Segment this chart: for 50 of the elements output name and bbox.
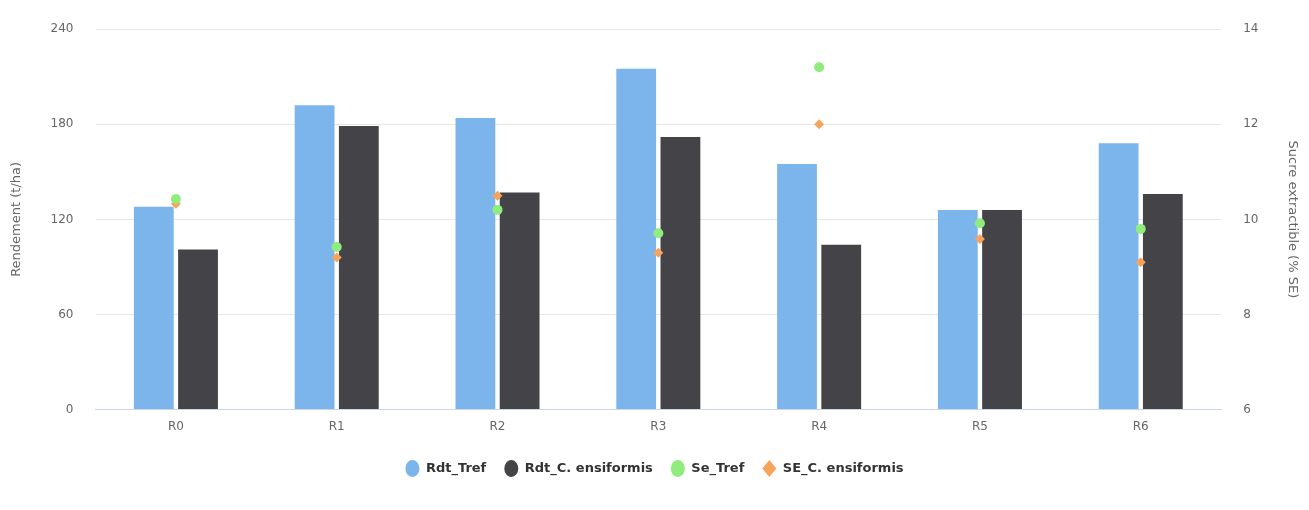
y-tick-label: 0 [65,401,74,416]
point [331,241,342,252]
y2-tick-label: 12 [1243,116,1259,131]
x-tick-label: R1 [328,418,345,433]
bar [499,192,540,410]
point [331,252,342,263]
y2-tick-label: 6 [1243,401,1251,416]
x-tick-label: R3 [650,418,667,433]
bar [982,209,1022,410]
point [974,218,985,229]
y-tick-label: 180 [50,116,74,131]
bar [1098,143,1139,410]
point [653,247,664,258]
bar [178,249,218,410]
point [1135,223,1146,234]
bar [338,125,379,410]
point [974,233,985,244]
x-tick-label: R6 [1132,418,1149,433]
x-tick-label: R5 [971,418,988,433]
y2-tick-label: 8 [1243,306,1251,321]
legend-label: Rdt_Tref [425,459,487,476]
x-tick-label: R2 [489,418,506,433]
bar [1142,194,1183,410]
point [653,228,664,239]
bar [133,206,174,410]
bar [937,209,978,410]
bar [616,68,657,410]
point [170,193,181,204]
point [492,190,503,201]
legend-label: Se_Tref [691,459,745,476]
y2-tick-label: 10 [1243,211,1259,226]
y-axis-title: Rendement (t/ha) [8,161,24,277]
bar [821,244,862,410]
y-tick-label: 120 [50,211,74,226]
x-tick-label: R0 [167,418,184,433]
bar [660,136,701,410]
y2-tick-label: 14 [1243,21,1259,36]
y2-axis-title: Sucre extractible (% SE) [1285,140,1301,299]
y-tick-label: 240 [50,21,74,36]
point [1135,257,1146,268]
x-tick-label: R4 [811,418,828,433]
point [814,62,825,73]
legend-label: SE_C. ensiformis [782,459,904,476]
y-tick-label: 60 [58,306,74,321]
bar [294,105,335,410]
legend-label: Rdt_C. ensiformis [524,459,654,476]
bar [777,163,817,410]
point [492,204,503,215]
point [814,119,825,130]
bar [455,117,496,410]
